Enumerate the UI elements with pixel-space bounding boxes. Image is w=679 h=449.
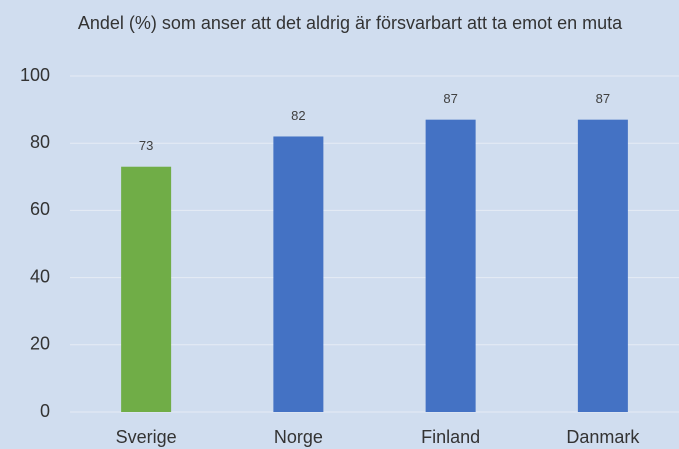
data-label: 82 [291,108,305,123]
x-tick-label: Sverige [116,427,177,447]
y-tick-label: 60 [30,199,50,219]
bar [121,166,172,412]
x-tick-label: Finland [421,427,480,447]
data-label: 87 [443,91,457,106]
x-tick-label: Norge [274,427,323,447]
chart-title: Andel (%) som anser att det aldrig är fö… [77,13,623,33]
y-tick-label: 0 [40,401,50,421]
data-label: 87 [596,91,610,106]
bar [425,119,476,413]
data-label: 73 [139,138,153,153]
x-tick-label: Danmark [566,427,640,447]
y-tick-label: 100 [20,65,50,85]
y-tick-label: 40 [30,266,50,286]
y-tick-label: 80 [30,132,50,152]
bar [273,136,324,413]
bar [577,119,628,413]
y-tick-label: 20 [30,334,50,354]
